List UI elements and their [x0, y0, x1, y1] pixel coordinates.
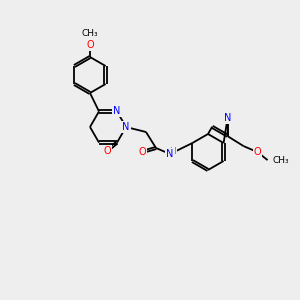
Text: N: N	[224, 113, 231, 123]
Text: O: O	[138, 147, 146, 157]
Text: CH₃: CH₃	[273, 156, 289, 165]
Text: O: O	[86, 40, 94, 50]
Text: O: O	[103, 146, 111, 156]
Text: N: N	[113, 106, 121, 116]
Text: O: O	[254, 147, 261, 157]
Text: N: N	[166, 149, 174, 159]
Text: H: H	[169, 148, 176, 157]
Text: N: N	[122, 122, 130, 132]
Text: CH₃: CH₃	[82, 28, 98, 38]
